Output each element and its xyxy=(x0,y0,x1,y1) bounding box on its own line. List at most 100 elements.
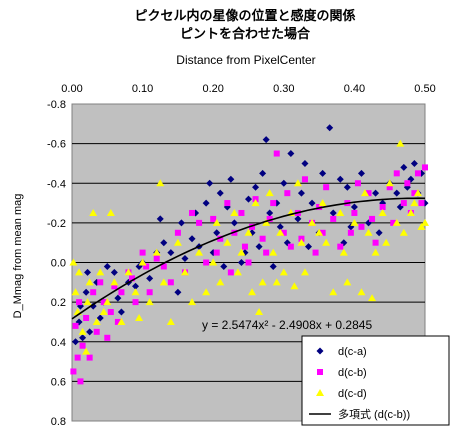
data-point xyxy=(369,215,376,222)
chart-title: ピクセル内の星像の位置と感度の関係 xyxy=(134,8,355,24)
data-point xyxy=(96,314,104,322)
data-point xyxy=(160,263,167,270)
legend-marker xyxy=(316,389,324,396)
data-point xyxy=(329,288,338,296)
data-point xyxy=(269,248,278,256)
data-point xyxy=(410,199,419,207)
data-point xyxy=(132,299,139,306)
data-point xyxy=(213,229,221,237)
data-point xyxy=(213,249,220,256)
data-point xyxy=(203,259,210,266)
data-point xyxy=(411,190,418,197)
data-point xyxy=(418,200,425,207)
data-point xyxy=(270,200,277,207)
data-point xyxy=(74,354,81,361)
data-point xyxy=(393,170,400,177)
data-point xyxy=(410,159,418,167)
data-point xyxy=(224,200,231,207)
data-point xyxy=(287,150,295,158)
data-point xyxy=(293,179,302,187)
data-point xyxy=(156,215,164,223)
trendline xyxy=(71,197,426,320)
data-point xyxy=(258,278,267,286)
data-point xyxy=(312,249,319,256)
data-point xyxy=(180,268,189,276)
data-point xyxy=(417,222,426,230)
data-point xyxy=(195,248,204,256)
data-point xyxy=(210,215,217,222)
data-point xyxy=(145,298,154,306)
data-point xyxy=(114,318,121,325)
legend-box xyxy=(301,335,450,426)
y-tick-label: 0.0 xyxy=(51,258,66,270)
data-point xyxy=(248,288,257,296)
data-point xyxy=(318,199,327,207)
legend-items: d(c-a) d(c-b) d(c-d) 多項式 (d(c-b)) xyxy=(309,346,410,421)
data-point xyxy=(343,183,351,191)
data-point xyxy=(354,180,361,187)
data-point xyxy=(209,258,218,266)
data-point xyxy=(106,208,115,216)
data-point xyxy=(159,278,168,286)
data-point xyxy=(249,223,256,230)
data-point xyxy=(202,288,211,296)
data-point xyxy=(167,249,175,257)
data-point xyxy=(138,258,147,266)
data-point xyxy=(364,228,373,236)
data-points xyxy=(69,124,429,385)
data-point xyxy=(316,204,323,211)
data-point xyxy=(160,239,168,247)
y-tick-labels: -0.8 -0.6 -0.4 -0.2 0.0 0.2 0.4 0.6 0.8 xyxy=(47,99,66,428)
data-point xyxy=(85,278,94,286)
data-point xyxy=(266,215,273,222)
data-point xyxy=(382,238,391,246)
data-point xyxy=(350,218,359,226)
data-point xyxy=(103,262,111,270)
data-point xyxy=(131,288,140,296)
data-point xyxy=(82,347,91,355)
data-point xyxy=(396,139,405,147)
series-2 xyxy=(70,150,428,385)
data-point xyxy=(89,208,98,216)
data-point xyxy=(276,228,285,236)
y-tick-label: 0.2 xyxy=(51,297,66,309)
data-point xyxy=(255,308,264,316)
data-point xyxy=(100,299,107,306)
data-point xyxy=(368,294,377,302)
data-point xyxy=(358,223,365,230)
data-point xyxy=(69,258,78,266)
data-point xyxy=(400,200,407,207)
data-point xyxy=(319,229,326,236)
data-point xyxy=(308,199,316,207)
data-point xyxy=(308,218,317,226)
y-tick-label: 0.8 xyxy=(51,416,66,428)
data-point xyxy=(290,282,299,290)
data-point xyxy=(365,190,372,197)
data-point xyxy=(72,322,79,329)
x-tick-label: 0.40 xyxy=(344,83,365,95)
data-point xyxy=(245,195,252,203)
legend-label: d(c-a) xyxy=(338,346,367,358)
data-point xyxy=(181,255,189,263)
data-point xyxy=(139,249,146,256)
data-point xyxy=(174,229,181,236)
data-point xyxy=(110,278,119,286)
data-point xyxy=(287,243,294,250)
data-point xyxy=(117,308,125,316)
data-point xyxy=(237,248,246,256)
data-point xyxy=(393,189,401,197)
data-point xyxy=(143,263,150,270)
data-point xyxy=(280,229,287,236)
data-point xyxy=(77,378,84,385)
data-point xyxy=(262,218,271,226)
data-point xyxy=(336,208,345,216)
data-point xyxy=(135,313,144,321)
y-tick-label: -0.8 xyxy=(47,99,66,111)
data-point xyxy=(294,215,302,223)
data-point xyxy=(230,219,238,227)
chart-subtitle: ピントを合わせた場合 xyxy=(180,26,311,42)
y-tick-label: -0.4 xyxy=(47,178,66,190)
legend-marker xyxy=(316,347,324,355)
data-point xyxy=(276,223,284,231)
